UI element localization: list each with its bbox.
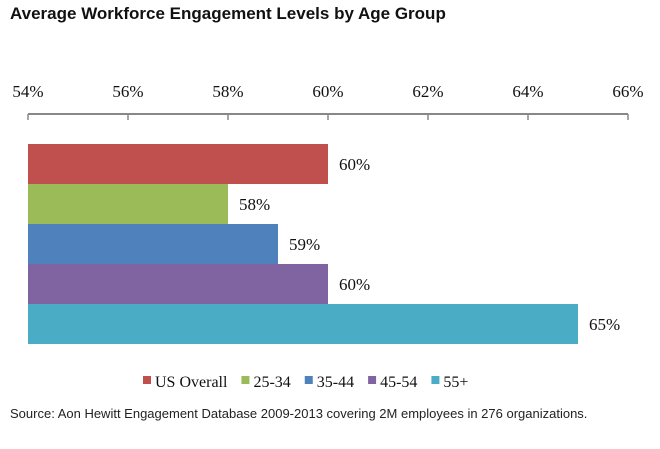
- x-tick-label: 60%: [312, 82, 343, 101]
- legend-item: US Overall: [155, 374, 228, 391]
- bar-us-overall: [28, 144, 328, 184]
- legend-swatch: [304, 376, 313, 384]
- x-tick-label: 66%: [612, 82, 643, 101]
- legend-item: 45-54: [380, 374, 417, 391]
- x-tick-label: 56%: [112, 82, 143, 101]
- data-label: 59%: [289, 235, 320, 254]
- data-label: 65%: [589, 315, 620, 334]
- x-tick-label: 62%: [412, 82, 443, 101]
- source-note: Source: Aon Hewitt Engagement Database 2…: [10, 406, 588, 421]
- legend-swatch: [431, 376, 440, 384]
- legend-swatch: [241, 376, 250, 384]
- legend-swatch: [368, 376, 377, 384]
- legend-swatch: [143, 376, 151, 384]
- bar-35-44: [28, 224, 278, 264]
- legend-item: 55+: [443, 374, 468, 391]
- x-tick-label: 54%: [12, 82, 43, 101]
- data-label: 60%: [339, 155, 370, 174]
- bar-55-: [28, 304, 578, 344]
- chart-title: Average Workforce Engagement Levels by A…: [10, 4, 446, 23]
- data-label: 60%: [339, 275, 370, 294]
- x-tick-label: 64%: [512, 82, 543, 101]
- legend-item: 35-44: [317, 374, 354, 391]
- legend-item: 25-34: [253, 374, 290, 391]
- bar-45-54: [28, 264, 328, 304]
- data-label: 58%: [239, 195, 270, 214]
- bar-25-34: [28, 184, 228, 224]
- x-tick-label: 58%: [212, 82, 243, 101]
